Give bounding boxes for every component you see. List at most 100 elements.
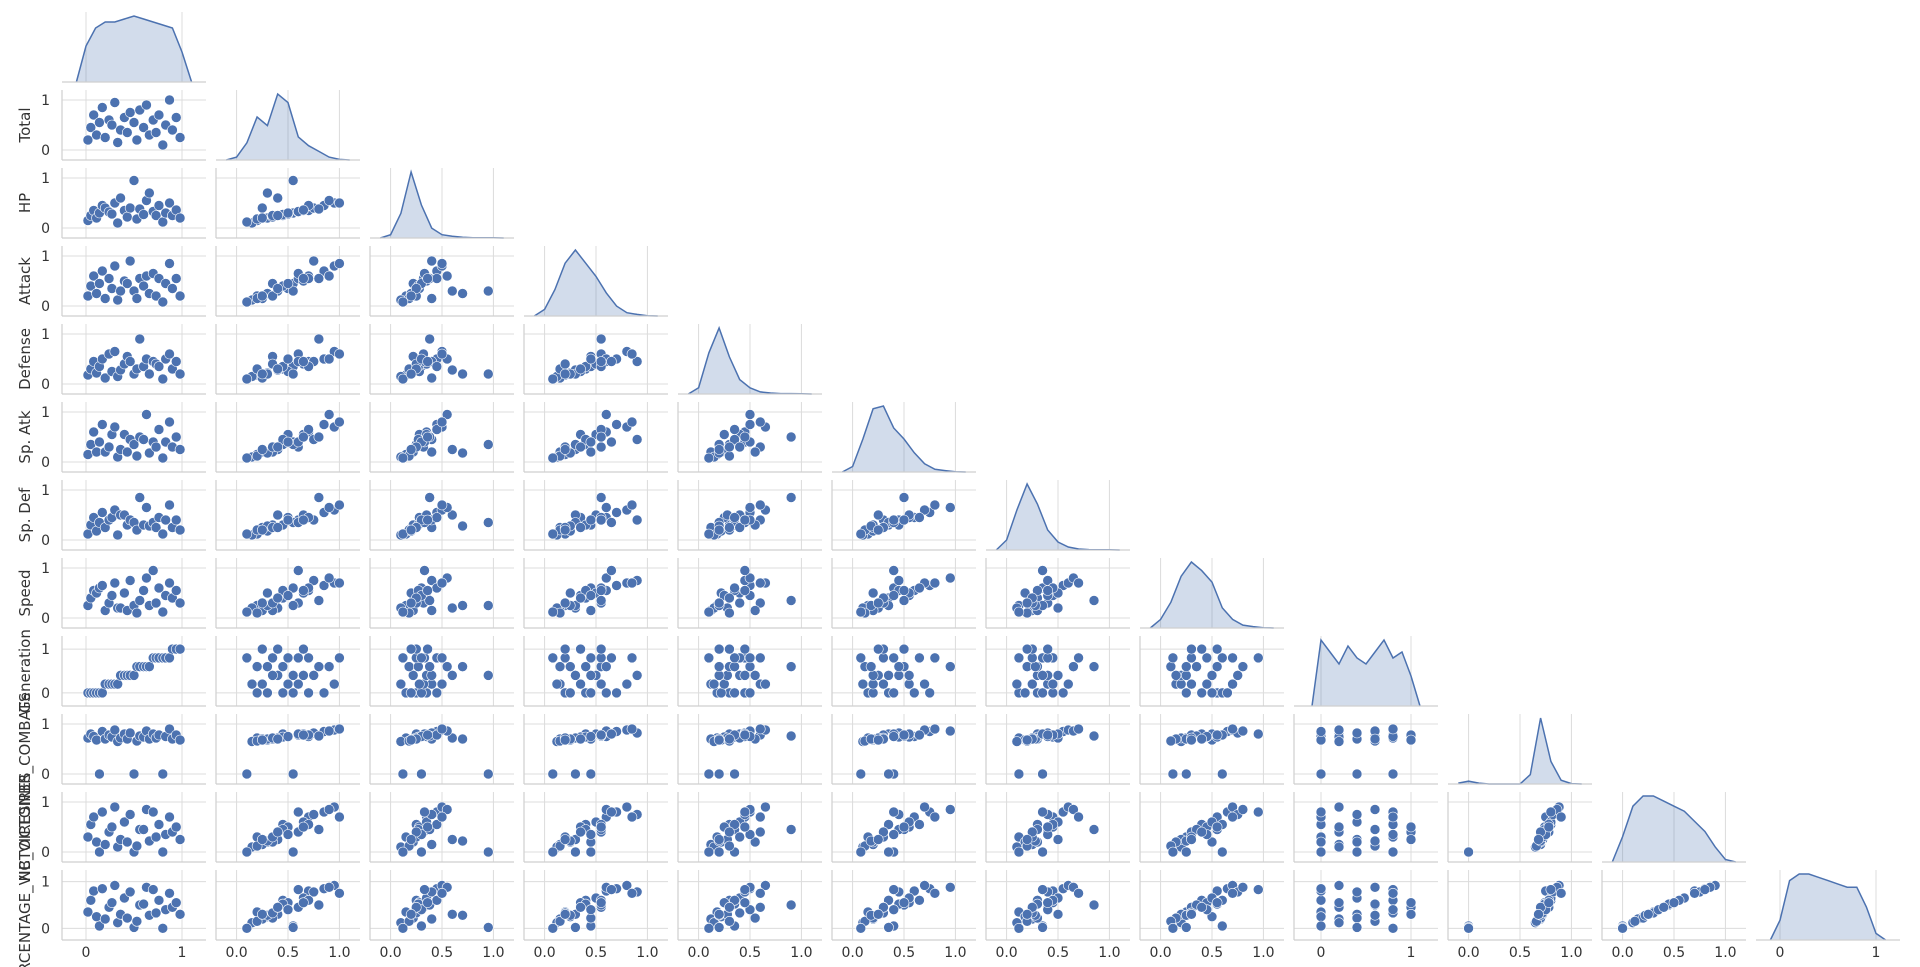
scatter-point: [872, 524, 884, 536]
kde-area: [76, 16, 192, 82]
scatter-point: [262, 187, 273, 199]
y-axis-label: NB_VICTOIRES: [16, 773, 35, 882]
scatter-point: [1369, 733, 1381, 745]
panel: [215, 792, 360, 863]
scatter-point: [1227, 723, 1238, 735]
scatter-point: [575, 522, 586, 533]
scatter-point: [241, 373, 253, 385]
scatter-point: [282, 904, 294, 915]
scatter-point: [872, 909, 884, 920]
scatter-point: [97, 265, 108, 277]
scatter-point: [595, 595, 607, 606]
scatter-point: [82, 831, 94, 843]
panel: [1140, 558, 1284, 629]
scatter-point: [138, 585, 149, 596]
panel: [677, 870, 822, 941]
scatter-point: [585, 904, 597, 915]
scatter-point: [431, 512, 443, 523]
scatter-point: [457, 909, 468, 921]
panel: [678, 324, 822, 395]
panel: [831, 636, 976, 707]
scatter-point: [446, 834, 458, 845]
scatter-point: [94, 846, 105, 858]
scatter-point: [138, 122, 149, 133]
scatter-point: [424, 333, 435, 345]
scatter-point: [944, 572, 956, 584]
scatter-point: [131, 607, 143, 619]
scatter-point: [724, 607, 735, 619]
scatter-point: [744, 502, 756, 513]
x-tick-label: 0.0: [533, 945, 555, 961]
y-tick-label: 1: [41, 171, 50, 187]
scatter-point: [416, 920, 427, 932]
scatter-point: [739, 514, 751, 526]
scatter-point: [94, 436, 105, 448]
x-tick-label: 0.5: [277, 945, 299, 961]
scatter-point: [397, 296, 409, 308]
scatter-point: [334, 888, 345, 899]
x-tick-label: 0.5: [893, 945, 915, 961]
scatter-point: [893, 575, 905, 586]
scatter-point: [898, 492, 910, 503]
scatter-point: [157, 846, 169, 858]
scatter-point: [282, 353, 294, 365]
scatter-point: [760, 801, 771, 813]
panel: [61, 636, 206, 707]
scatter-point: [313, 824, 325, 835]
scatter-point: [1088, 899, 1100, 911]
scatter-point: [282, 731, 294, 742]
scatter-point: [150, 290, 162, 302]
scatter-point: [1369, 835, 1381, 847]
scatter-point: [749, 446, 761, 458]
y-tick-label: 0: [41, 455, 50, 471]
scatter-point: [436, 499, 448, 511]
scatter-point: [739, 643, 751, 655]
scatter-point: [410, 283, 422, 294]
y-axis-label: Attack: [16, 257, 34, 305]
scatter-point: [1021, 734, 1033, 746]
scatter-point: [323, 409, 335, 420]
kde-area: [1150, 562, 1274, 628]
scatter-point: [94, 920, 105, 932]
scatter-point: [575, 826, 586, 838]
scatter-point: [898, 821, 910, 833]
scatter-point: [446, 444, 458, 455]
scatter-point: [446, 909, 458, 920]
scatter-point: [1042, 585, 1054, 596]
scatter-point: [441, 270, 453, 282]
scatter-point: [160, 514, 171, 526]
scatter-point: [436, 888, 448, 899]
panel: [1447, 870, 1592, 941]
y-tick-label: 0: [41, 221, 50, 237]
scatter-point: [1057, 687, 1069, 699]
scatter-point: [867, 670, 879, 681]
scatter-point: [150, 441, 162, 453]
panel: [369, 402, 514, 473]
scatter-point: [611, 580, 622, 591]
scatter-point: [1019, 687, 1031, 699]
scatter-point: [170, 897, 182, 908]
scatter-point: [547, 373, 559, 385]
panel: [370, 168, 514, 239]
scatter-point: [744, 829, 756, 840]
scatter-point: [914, 895, 925, 906]
scatter-point: [713, 524, 725, 536]
scatter-point: [157, 768, 169, 780]
scatter-point: [559, 643, 571, 655]
scatter-point: [109, 97, 121, 108]
scatter-point: [282, 590, 294, 601]
scatter-point: [729, 652, 740, 664]
scatter-point: [739, 806, 751, 818]
scatter-point: [99, 913, 111, 925]
panel: [1139, 636, 1284, 707]
scatter-point: [141, 572, 152, 584]
scatter-point: [754, 416, 766, 428]
scatter-point: [883, 819, 894, 830]
scatter-point: [739, 585, 751, 596]
x-tick-label: 1.0: [1252, 945, 1274, 961]
scatter-point: [112, 529, 123, 541]
scatter-point: [1689, 888, 1700, 899]
scatter-point: [153, 424, 165, 435]
scatter-point: [436, 652, 448, 664]
scatter-point: [256, 290, 268, 302]
